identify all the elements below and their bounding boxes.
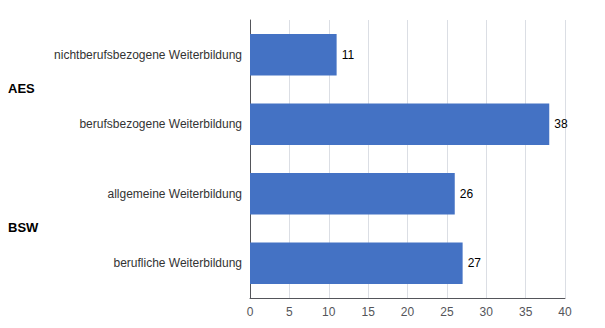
svg-text:10: 10 <box>322 305 336 319</box>
svg-text:AES: AES <box>8 81 35 96</box>
svg-text:35: 35 <box>519 305 533 319</box>
svg-text:BSW: BSW <box>8 220 39 235</box>
svg-text:26: 26 <box>460 187 474 201</box>
svg-text:berufsbezogene Weiterbildung: berufsbezogene Weiterbildung <box>79 117 242 131</box>
svg-text:berufliche Weiterbildung: berufliche Weiterbildung <box>113 256 242 270</box>
svg-text:40: 40 <box>558 305 572 319</box>
svg-text:27: 27 <box>468 256 482 270</box>
svg-text:15: 15 <box>361 305 375 319</box>
svg-text:5: 5 <box>286 305 293 319</box>
svg-text:25: 25 <box>440 305 454 319</box>
svg-text:20: 20 <box>401 305 415 319</box>
svg-text:nichtberufsbezogene Weiterbild: nichtberufsbezogene Weiterbildung <box>54 48 242 62</box>
svg-text:0: 0 <box>247 305 254 319</box>
svg-text:30: 30 <box>480 305 494 319</box>
svg-text:allgemeine Weiterbildung: allgemeine Weiterbildung <box>107 187 242 201</box>
svg-text:38: 38 <box>554 117 568 131</box>
svg-text:11: 11 <box>342 48 355 62</box>
